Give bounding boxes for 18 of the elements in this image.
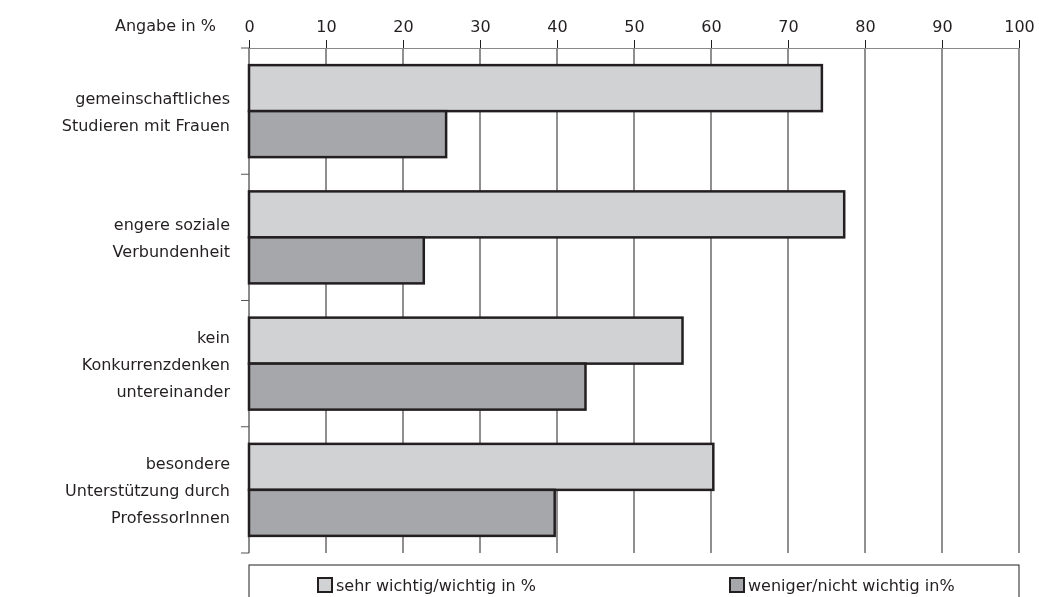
legend-label: weniger/nicht wichtig in% (748, 576, 955, 595)
y-tick-label: engere soziale Verbundenheit (112, 214, 230, 261)
x-tick-label: 50 (624, 17, 645, 36)
x-tick-label: 30 (470, 17, 491, 36)
x-tick-label: 20 (393, 17, 414, 36)
x-tick-label: 60 (701, 17, 722, 36)
y-tick-label: besondere Unterstützung durch ProfessorInnen (65, 453, 230, 527)
x-tick-label: 80 (855, 17, 876, 36)
legend-label: sehr wichtig/wichtig in % (336, 576, 537, 595)
x-tick-label: 10 (316, 17, 337, 36)
x-tick-label: 100 (1004, 17, 1035, 36)
x-tick-label: 70 (778, 17, 799, 36)
x-tick-label: 90 (932, 17, 953, 36)
x-tick-label: 0 (244, 17, 255, 36)
x-axis-title: Angabe in % (114, 16, 216, 35)
y-tick-label: gemeinschaftliches Studieren mit Frauen (61, 88, 230, 135)
y-tick-label: kein Konkurrenzdenken untereinander (81, 327, 231, 401)
x-tick-label: 40 (547, 17, 568, 36)
